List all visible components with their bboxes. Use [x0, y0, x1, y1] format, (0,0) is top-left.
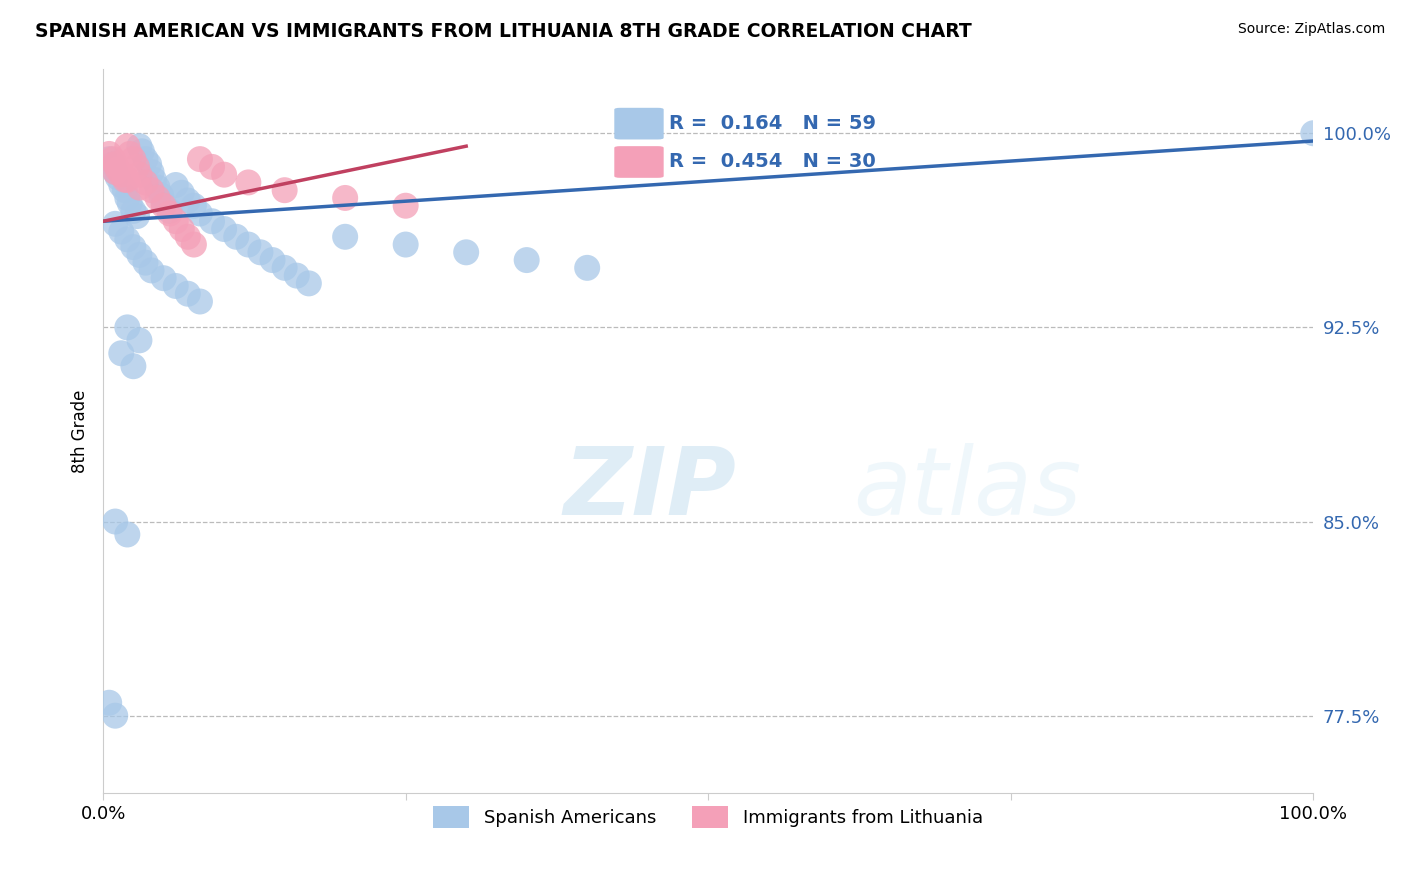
Point [183, 199, 205, 213]
Point [298, 277, 321, 291]
Legend: Spanish Americans, Immigrants from Lithuania: Spanish Americans, Immigrants from Lithu… [426, 798, 990, 835]
Point [117, 139, 139, 153]
Text: SPANISH AMERICAN VS IMMIGRANTS FROM LITHUANIA 8TH GRADE CORRELATION CHART: SPANISH AMERICAN VS IMMIGRANTS FROM LITH… [35, 22, 972, 41]
Y-axis label: 8th Grade: 8th Grade [72, 389, 89, 473]
Point [141, 165, 163, 179]
Point [273, 183, 295, 197]
Point [141, 183, 163, 197]
Point [225, 229, 247, 244]
Point [146, 180, 169, 194]
Point [117, 320, 139, 334]
Point [104, 165, 127, 179]
Point [104, 217, 127, 231]
Point [201, 160, 224, 174]
Point [128, 248, 150, 262]
Point [170, 186, 193, 200]
Point [98, 152, 121, 166]
Point [249, 245, 271, 260]
Point [201, 214, 224, 228]
Point [576, 260, 599, 275]
Point [1302, 126, 1324, 140]
Point [212, 222, 235, 236]
Point [114, 183, 136, 197]
Point [134, 176, 156, 190]
Point [107, 162, 129, 177]
Point [152, 199, 174, 213]
Point [165, 279, 187, 293]
Point [110, 346, 132, 360]
Point [212, 168, 235, 182]
Point [125, 160, 148, 174]
Point [117, 232, 139, 246]
Text: Source: ZipAtlas.com: Source: ZipAtlas.com [1237, 22, 1385, 37]
Point [104, 157, 127, 171]
Point [98, 696, 121, 710]
Point [131, 145, 153, 159]
Point [107, 170, 129, 185]
Point [104, 515, 127, 529]
Point [152, 196, 174, 211]
Point [285, 268, 308, 283]
Point [273, 260, 295, 275]
Point [177, 194, 200, 208]
Point [118, 196, 141, 211]
Point [98, 147, 121, 161]
Point [101, 152, 124, 166]
Point [333, 229, 356, 244]
Point [159, 203, 181, 218]
Point [114, 173, 136, 187]
Point [456, 245, 478, 260]
Point [152, 271, 174, 285]
Point [170, 222, 193, 236]
Point [146, 191, 169, 205]
Point [128, 168, 150, 182]
Point [110, 225, 132, 239]
Point [141, 263, 163, 277]
Point [104, 165, 127, 179]
Point [395, 199, 418, 213]
Point [128, 334, 150, 348]
Text: ZIP: ZIP [562, 443, 735, 535]
Point [128, 139, 150, 153]
Point [125, 209, 148, 223]
Point [117, 527, 139, 541]
Point [110, 178, 132, 192]
Point [122, 203, 145, 218]
Point [516, 253, 538, 268]
Point [122, 152, 145, 166]
Point [150, 188, 173, 202]
Point [165, 178, 187, 192]
Point [122, 240, 145, 254]
Point [177, 229, 200, 244]
Point [117, 191, 139, 205]
Point [262, 253, 284, 268]
Point [118, 147, 141, 161]
Point [333, 191, 356, 205]
Point [117, 173, 139, 187]
Text: atlas: atlas [853, 443, 1081, 534]
Point [134, 152, 156, 166]
Point [395, 237, 418, 252]
Point [177, 286, 200, 301]
Point [142, 173, 165, 187]
Point [101, 157, 124, 171]
Point [238, 176, 260, 190]
Point [188, 294, 211, 309]
Point [128, 180, 150, 194]
Point [134, 255, 156, 269]
Point [238, 237, 260, 252]
Point [188, 206, 211, 220]
Point [165, 214, 187, 228]
Point [110, 168, 132, 182]
Point [104, 708, 127, 723]
Point [138, 157, 160, 171]
Point [188, 152, 211, 166]
Point [159, 206, 181, 220]
Point [122, 359, 145, 374]
Point [183, 237, 205, 252]
